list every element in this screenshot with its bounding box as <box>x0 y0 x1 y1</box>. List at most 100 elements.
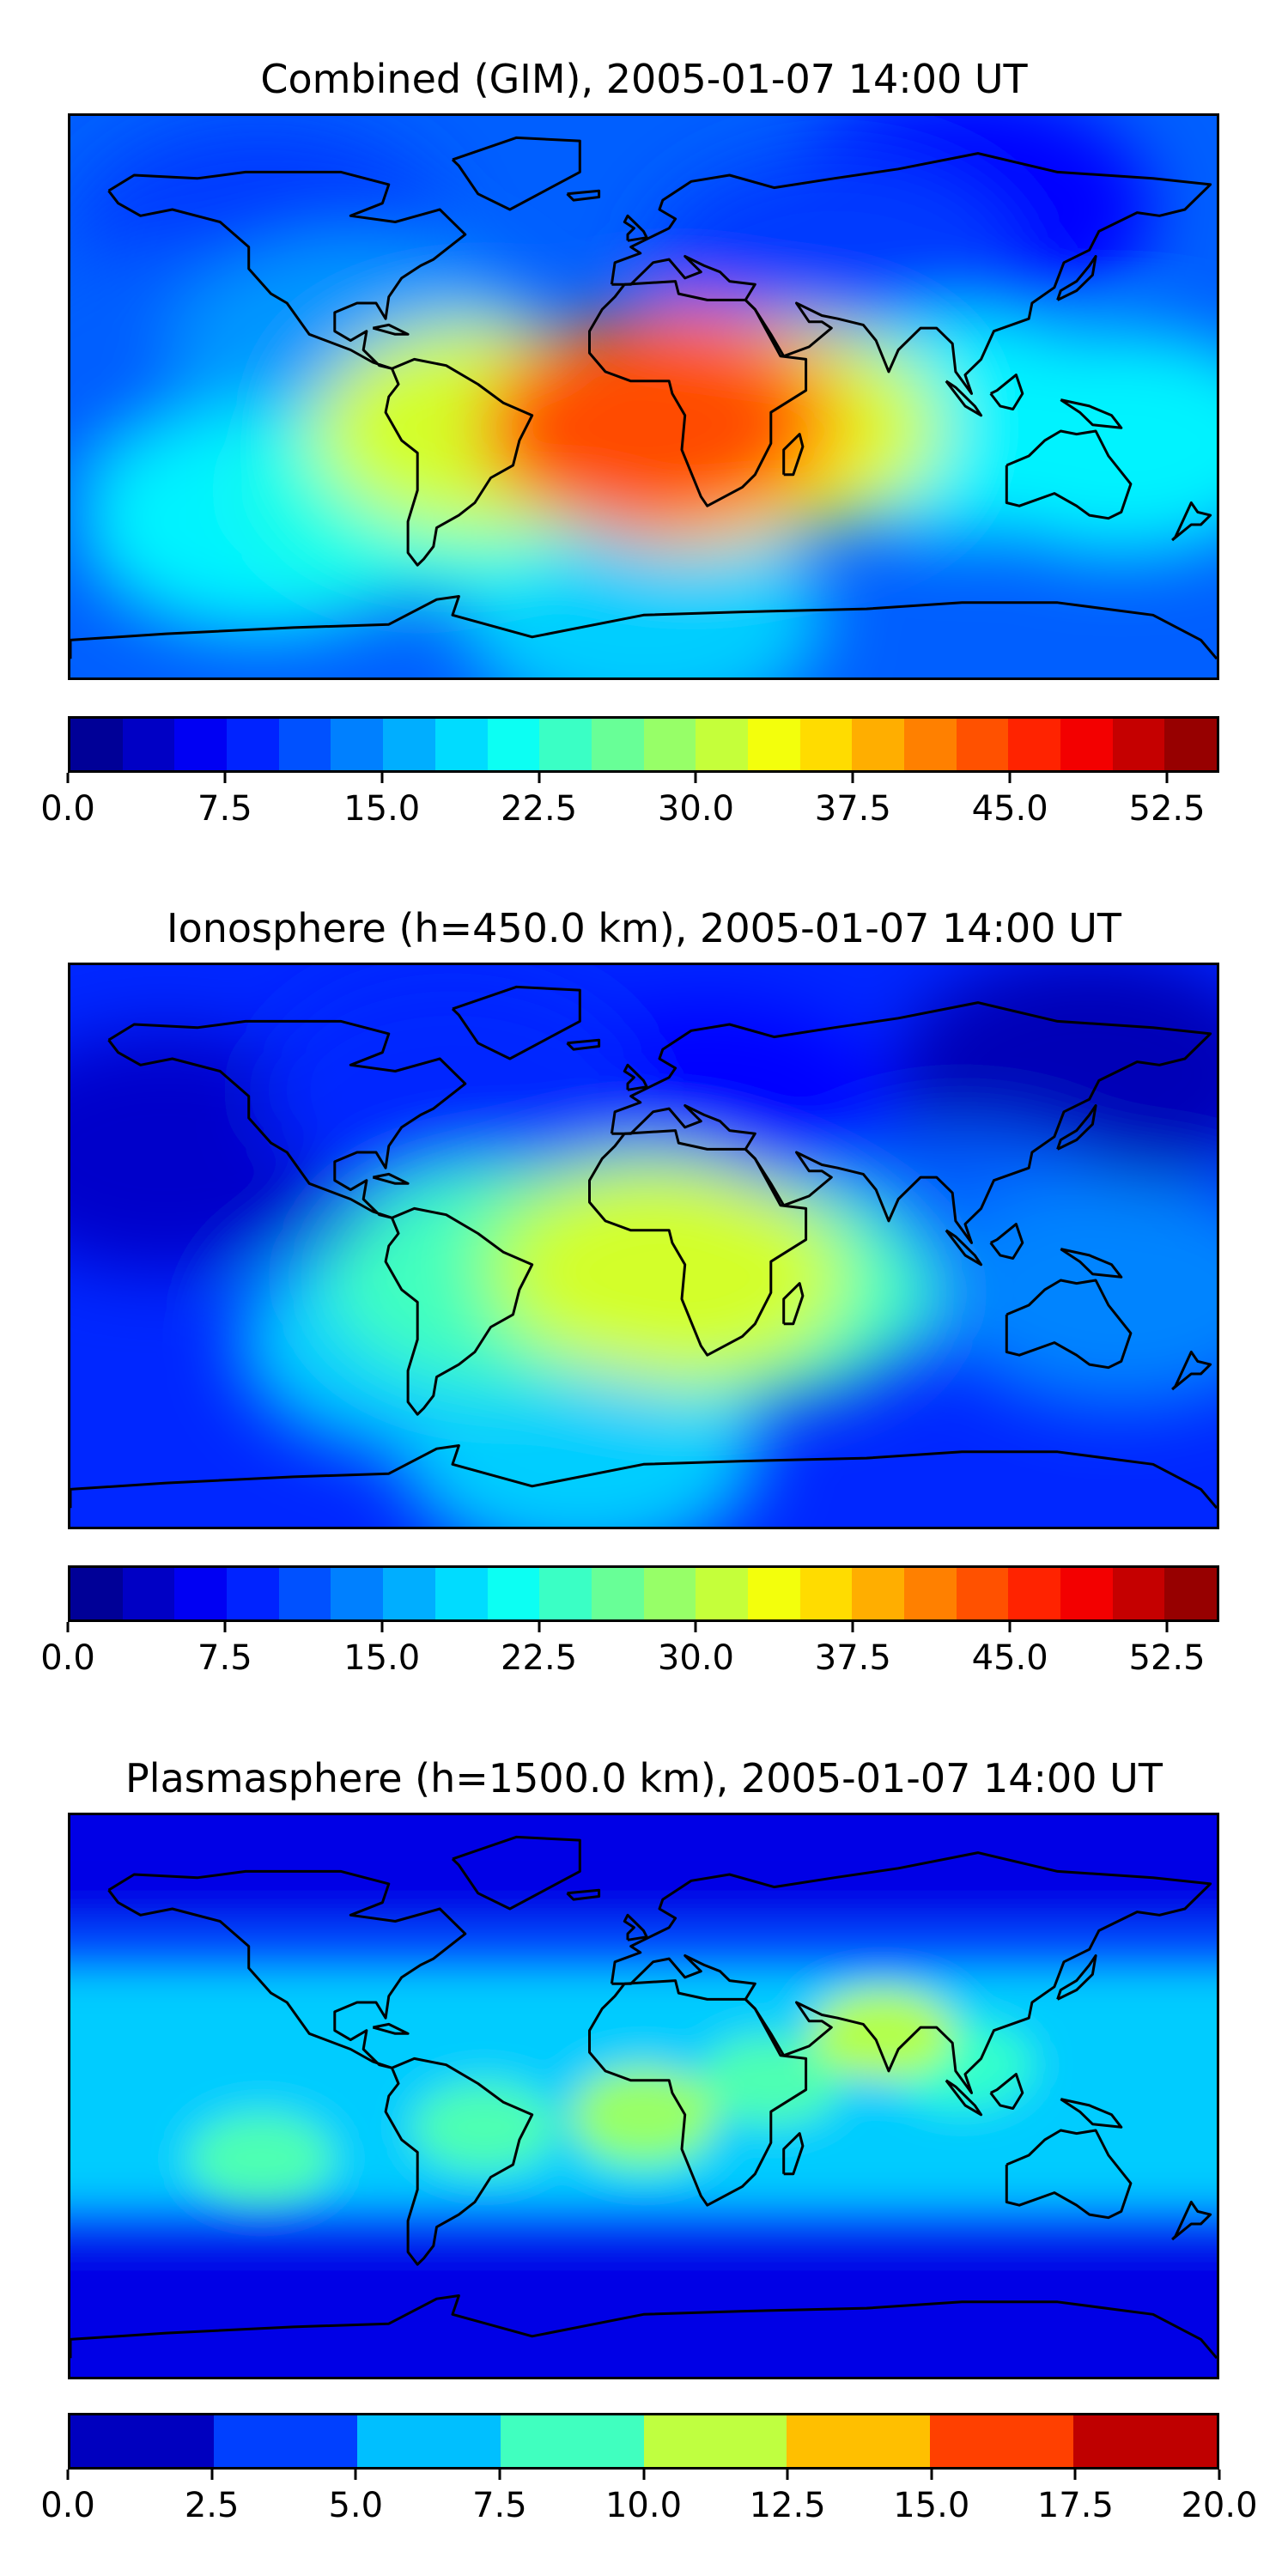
coastline-sumatra <box>945 2079 983 2117</box>
colorbar-swatch <box>930 2415 1074 2467</box>
colorbar-tick-label: 20.0 <box>1181 2486 1258 2525</box>
colorbar-tick-label: 0.0 <box>40 1638 95 1678</box>
coastline-south-america <box>384 1206 534 1416</box>
colorbar-swatch <box>122 719 175 770</box>
colorbar-swatch <box>852 1568 904 1619</box>
colorbar-tick-mark <box>66 1622 70 1632</box>
coastline-greenland <box>451 985 581 1060</box>
colorbar-swatch <box>787 2415 931 2467</box>
coastline-antarctica <box>70 1444 1217 1510</box>
colorbar-tick-mark <box>694 773 697 783</box>
field-blob-3 <box>263 971 642 1208</box>
colorbar-swatch <box>799 719 853 770</box>
colorbar-tick-label: 17.5 <box>1036 2486 1114 2525</box>
coastline-madagascar <box>782 2132 805 2176</box>
coastline-madagascar <box>782 1282 805 1326</box>
colorbar-swatch <box>539 1568 592 1619</box>
colorbar-swatch <box>643 1568 696 1619</box>
coastline-cuba <box>372 1172 410 1185</box>
colorbar-swatch <box>696 1568 748 1619</box>
colorbar-tick-mark <box>223 1622 227 1632</box>
coastline-north-america <box>107 1019 467 1219</box>
coastline-cuba <box>372 323 410 336</box>
coastline-new-guinea <box>1060 2098 1123 2129</box>
colorbar-combined <box>68 716 1219 773</box>
coastlines <box>70 136 1217 660</box>
colorbar-tick-mark <box>930 2470 933 2480</box>
colorbar-swatch <box>383 719 435 770</box>
field-blob-2 <box>412 2081 557 2172</box>
field-band-4 <box>70 2236 1217 2377</box>
colorbar-tick-label: 37.5 <box>814 1638 891 1678</box>
coastline-north-america <box>107 1869 467 2069</box>
colorbar-tick-mark <box>223 773 227 783</box>
colorbar-swatch <box>591 1568 644 1619</box>
coastline-new-zealand <box>1171 2201 1212 2241</box>
colorbar-swatch <box>487 719 540 770</box>
colorbar-tick-label: 5.0 <box>328 2486 384 2525</box>
coastline-new-zealand <box>1171 1351 1212 1391</box>
colorbar-tick-label: 52.5 <box>1128 1638 1206 1678</box>
colorbar-tick-label: 45.0 <box>971 789 1048 829</box>
field-blob-7 <box>940 330 1217 557</box>
coastline-sumatra <box>945 1229 983 1267</box>
colorbar-tick-mark <box>66 2470 70 2480</box>
coastline-japan <box>1056 1104 1097 1151</box>
coastline-eurasia <box>610 1851 1212 2094</box>
colorbar-tick-mark <box>538 1622 541 1632</box>
colorbar-swatch <box>1008 1568 1061 1619</box>
coastline-japan <box>1056 1954 1097 2001</box>
colorbar-tick-mark <box>1165 1622 1169 1632</box>
coastline-africa <box>588 280 808 507</box>
colorbar-ticks-ionosphere: 0.0 7.5 15.0 22.5 30.0 37.5 45.0 52.5 <box>40 1622 1219 1678</box>
colorbar-swatch <box>174 719 228 770</box>
coastlines <box>70 1835 1217 2360</box>
colorbar-swatch <box>174 1568 228 1619</box>
map-ionosphere <box>68 963 1219 1529</box>
field-blob-6 <box>810 1988 955 2079</box>
colorbar-swatch <box>956 1568 1009 1619</box>
colorbar-swatch <box>500 2415 644 2467</box>
colorbar-tick-mark <box>694 1622 697 1632</box>
colorbar-swatch <box>70 2415 214 2467</box>
colorbar-swatch <box>70 1568 123 1619</box>
colorbar-tick-label: 0.0 <box>40 789 95 829</box>
coastline-greenland <box>451 1835 581 1911</box>
colorbar-plasmasphere <box>68 2413 1219 2470</box>
colorbar-swatch <box>904 1568 957 1619</box>
colorbar-swatch <box>331 1568 384 1619</box>
colorbar-tick-label: 7.5 <box>197 789 252 829</box>
coastline-africa <box>588 1129 808 1357</box>
colorbar-swatch <box>487 1568 540 1619</box>
colorbar-tick-mark <box>786 2470 789 2480</box>
colorbar-swatch <box>1164 719 1218 770</box>
colorbar-tick-label: 15.0 <box>343 1638 421 1678</box>
coastline-iceland <box>566 1038 601 1051</box>
colorbar-tick-mark <box>851 1622 854 1632</box>
colorbar-tick-mark <box>1218 2470 1221 2480</box>
colorbar-swatch <box>1060 1568 1113 1619</box>
coastline-eurasia <box>610 152 1212 395</box>
coastline-borneo <box>989 2073 1024 2110</box>
colorbar-swatch <box>1112 1568 1165 1619</box>
colorbar-swatch <box>1060 719 1113 770</box>
field-band-0 <box>70 1815 1217 1925</box>
colorbar-tick-label: 10.0 <box>605 2486 683 2525</box>
coastline-new-zealand <box>1171 501 1212 542</box>
colorbar-swatch <box>852 719 904 770</box>
coastline-antarctica <box>70 595 1217 660</box>
coastline-cuba <box>372 2022 410 2035</box>
colorbar-swatch <box>227 1568 279 1619</box>
coastline-antarctica <box>70 2294 1217 2360</box>
colorbar-tick-label: 2.5 <box>184 2486 240 2525</box>
colorbar-tick-label: 15.0 <box>343 789 421 829</box>
chart-title-combined: Combined (GIM), 2005-01-07 14:00 UT <box>260 56 1028 102</box>
colorbar-tick-label: 30.0 <box>657 1638 734 1678</box>
coastline-new-guinea <box>1060 1248 1123 1279</box>
colorbar-tick-label: 12.5 <box>749 2486 826 2525</box>
colorbar-tick-mark <box>210 2470 214 2480</box>
colorbar-tick-mark <box>538 773 541 783</box>
field-blob-11 <box>503 1170 848 1385</box>
colorbar-tick-label: 7.5 <box>472 2486 527 2525</box>
colorbar-tick-mark <box>380 1622 384 1632</box>
